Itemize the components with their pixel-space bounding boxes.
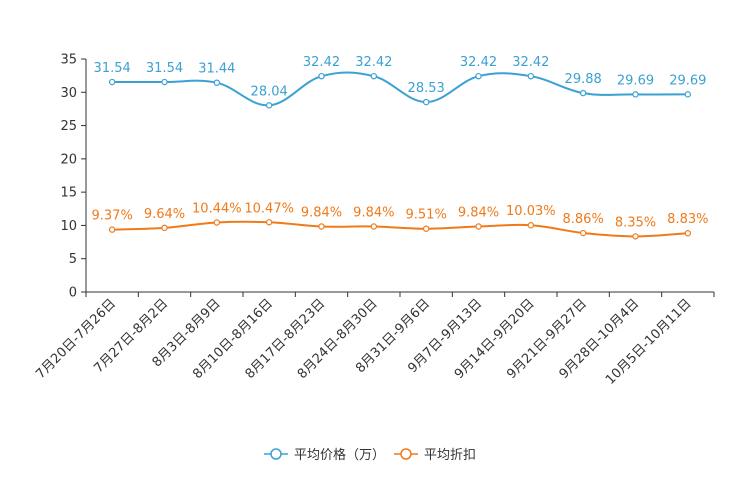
data-point[interactable]	[108, 226, 116, 233]
data-label: 9.37%	[92, 209, 133, 224]
data-point[interactable]	[370, 223, 378, 230]
data-label: 32.42	[460, 55, 497, 70]
data-label: 9.51%	[406, 208, 447, 223]
data-point[interactable]	[161, 78, 168, 86]
chart-legend[interactable]: 平均价格（万） 平均折扣	[264, 447, 476, 463]
data-label: 28.04	[251, 84, 288, 99]
data-label: 28.53	[408, 81, 445, 96]
data-point[interactable]	[632, 91, 639, 98]
y-tick-label: 10	[60, 219, 77, 234]
data-point[interactable]	[422, 98, 430, 106]
y-tick-label: 25	[60, 119, 77, 134]
data-label: 32.42	[303, 55, 340, 70]
legend-label: 平均价格（万）	[294, 447, 385, 463]
legend-marker-icon	[270, 448, 282, 460]
data-point[interactable]	[475, 72, 482, 80]
series-1: 9.37% 9.64% 10.44% 10.47% 9.84% 9.84% 9.51% 9.8…	[92, 201, 708, 240]
series-line	[112, 220, 688, 238]
data-label: 32.42	[355, 55, 392, 70]
data-point[interactable]	[579, 229, 587, 237]
data-point[interactable]	[632, 233, 639, 240]
data-label: 32.42	[512, 55, 549, 70]
y-tick-label: 5	[69, 252, 77, 267]
data-point[interactable]	[161, 224, 168, 232]
data-label: 9.84%	[458, 205, 499, 220]
data-point[interactable]	[318, 72, 325, 80]
data-label: 10.44%	[192, 201, 242, 216]
data-point[interactable]	[213, 219, 221, 226]
data-point[interactable]	[422, 225, 430, 232]
data-label: 31.54	[146, 61, 183, 76]
data-point[interactable]	[527, 72, 535, 80]
data-label: 29.88	[565, 72, 602, 87]
data-label: 10.03%	[506, 204, 556, 219]
data-point[interactable]	[370, 72, 378, 80]
data-label: 9.84%	[353, 205, 394, 220]
data-point[interactable]	[213, 79, 221, 86]
data-label: 31.54	[94, 61, 131, 76]
data-label: 8.86%	[563, 212, 604, 227]
data-point[interactable]	[265, 102, 273, 109]
y-tick-label: 15	[60, 186, 77, 201]
legend-item-1[interactable]: 平均折扣	[394, 448, 476, 463]
data-label: 9.84%	[301, 205, 342, 220]
legend-marker-icon	[400, 448, 412, 460]
y-tick-label: 0	[69, 286, 77, 301]
series-0: 31.54 31.54 31.44 28.04 32.42 32.42 28.53 32.42…	[94, 55, 706, 109]
data-point[interactable]	[108, 78, 116, 86]
data-label: 8.35%	[615, 215, 656, 230]
y-tick-label: 35	[60, 53, 77, 68]
y-tick-label: 30	[60, 86, 77, 101]
data-label: 29.69	[669, 73, 706, 88]
data-point[interactable]	[684, 91, 692, 98]
data-point[interactable]	[265, 219, 273, 226]
data-point[interactable]	[527, 222, 535, 229]
data-label: 29.69	[617, 73, 654, 88]
data-label: 10.47%	[244, 201, 294, 216]
legend-item-0[interactable]: 平均价格（万）	[264, 447, 385, 463]
legend-label: 平均折扣	[424, 448, 476, 463]
data-label: 8.83%	[667, 212, 708, 227]
data-point[interactable]	[579, 89, 587, 97]
data-point[interactable]	[475, 223, 482, 230]
data-point[interactable]	[318, 223, 325, 230]
data-point[interactable]	[684, 230, 692, 237]
data-label: 31.44	[198, 62, 235, 77]
series-layer: 31.54 31.54 31.44 28.04 32.42 32.42 28.53 32.42…	[92, 55, 708, 240]
y-tick-label: 20	[60, 152, 77, 167]
data-label: 9.64%	[144, 207, 185, 222]
